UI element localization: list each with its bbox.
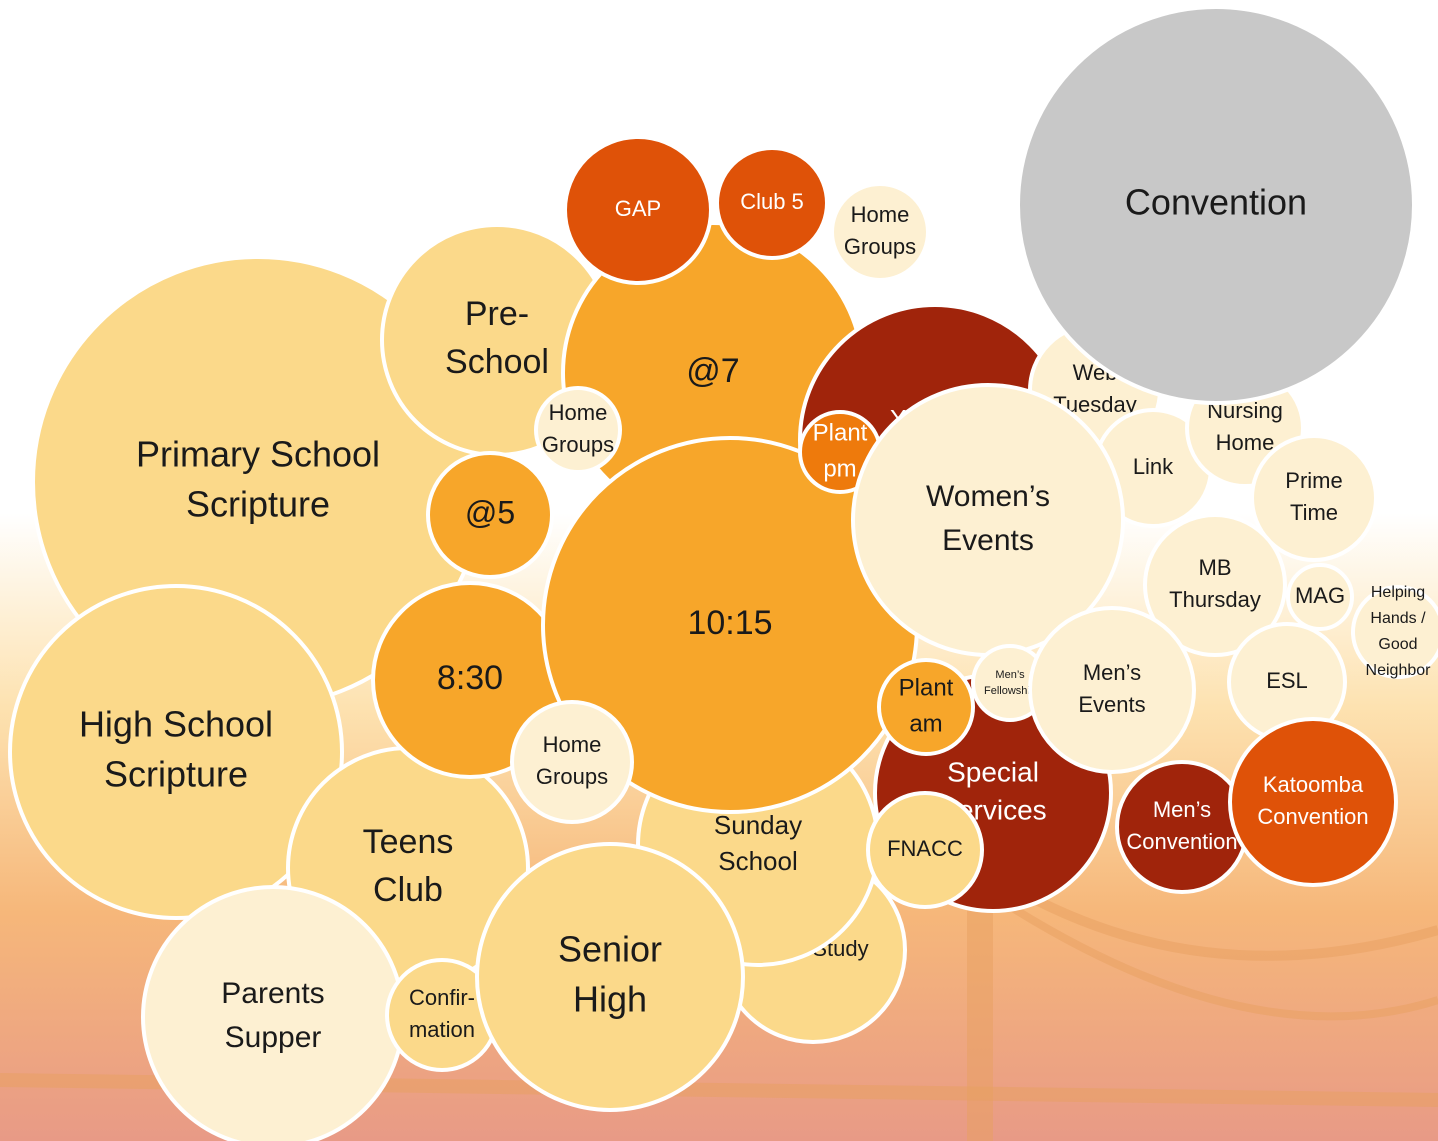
bubble-label: Home: [1216, 430, 1275, 455]
bubble-label: Prime: [1285, 468, 1342, 493]
bubble-label: @7: [686, 352, 739, 390]
bubble-circle: [1030, 608, 1194, 772]
bubble-label: Convention: [1257, 804, 1368, 829]
bubble-label: Parents: [221, 977, 324, 1010]
bubble-label: Good: [1378, 636, 1417, 653]
bubble-label: Plant: [899, 674, 954, 701]
bubble: Home Groups: [536, 388, 620, 472]
bubble-label: @5: [465, 494, 515, 530]
bubble-label: Club: [373, 871, 443, 909]
bubble-circle: [512, 702, 632, 822]
bubble: Home Groups: [832, 184, 928, 280]
bubble-label: Events: [1078, 692, 1145, 717]
bubble-label: Events: [942, 524, 1034, 557]
bubble: Convention: [1018, 7, 1414, 403]
bubble-label: School: [445, 343, 549, 381]
bubble: Club 5: [717, 148, 827, 258]
bubble-label: pm: [823, 455, 856, 482]
bubble: Helping Hands / Good Neighbor: [1353, 584, 1438, 679]
bubble: Senior High: [477, 844, 743, 1110]
bubble: MAG: [1288, 565, 1352, 629]
bubble-circle: [1117, 762, 1247, 892]
bubble-label: Neighbor: [1366, 662, 1432, 679]
bubble-label: Special: [947, 756, 1039, 787]
bubble: FNACC: [868, 793, 982, 907]
bubble: Men’s Convention: [1117, 762, 1247, 892]
bubble: Plant am: [879, 660, 973, 754]
bubble-label: Primary School: [136, 434, 380, 475]
bubble-label: Home: [851, 202, 910, 227]
bubble-diagram: Primary School Scripture High School Script…: [0, 0, 1438, 1141]
bubble-label: Teens: [363, 823, 454, 861]
bubble-label: Senior: [558, 929, 662, 970]
bubble-circle: [477, 844, 743, 1110]
bubble-label: 10:15: [687, 604, 772, 642]
bubble-label: School: [718, 846, 798, 876]
bubble-label: Women’s: [926, 480, 1050, 513]
bubble-label: Home: [543, 732, 602, 757]
bubble: Katoomba Convention: [1230, 719, 1396, 885]
bubble-circle: [1230, 719, 1396, 885]
bubble-label: Convention: [1126, 829, 1237, 854]
bubble-label: Home: [549, 400, 608, 425]
bubble-label: Thursday: [1169, 587, 1261, 612]
bubble-label: Confir-: [409, 985, 475, 1010]
bubble-label: Sunday: [714, 810, 802, 840]
bubble-label: Scripture: [104, 754, 248, 795]
bubble-label: High: [573, 979, 647, 1020]
bubble-label: am: [909, 710, 942, 737]
bubble-label: Pre-: [465, 295, 529, 333]
bubble-label: MAG: [1295, 583, 1345, 608]
bubble: GAP: [565, 137, 711, 283]
bubble-label: Men’s: [1153, 797, 1211, 822]
bubble-label: Katoomba: [1263, 772, 1364, 797]
bubble-label: Scripture: [186, 484, 330, 525]
bubble: Parents Supper: [143, 887, 403, 1141]
bubble-label: ESL: [1266, 668, 1308, 693]
bubble-label: Hands /: [1370, 610, 1426, 627]
bubble-label: Link: [1133, 454, 1174, 479]
bubble-label: Plant: [813, 419, 868, 446]
bubble-circle: [832, 184, 928, 280]
bubble-label: Helping: [1371, 584, 1425, 601]
bubble-label: mation: [409, 1017, 475, 1042]
page: Primary School Scripture High School Script…: [0, 0, 1438, 1141]
bubble: Men’s Events: [1030, 608, 1194, 772]
bubble-circle: [143, 887, 403, 1141]
bubble-label: Club 5: [740, 189, 804, 214]
bubble-label: GAP: [615, 196, 661, 221]
bubble: Home Groups: [512, 702, 632, 822]
bubble-label: Groups: [536, 764, 608, 789]
bubble-label: Groups: [844, 234, 916, 259]
bubble-label: High School: [79, 704, 273, 745]
bubble-label: 8:30: [437, 659, 503, 697]
bubble-label: Men’s: [995, 669, 1025, 681]
bubble-label: Groups: [542, 432, 614, 457]
bubble-label: Time: [1290, 500, 1338, 525]
bubble-label: Convention: [1125, 182, 1307, 223]
bubble-label: MB: [1199, 555, 1232, 580]
bubble-label: FNACC: [887, 836, 963, 861]
bubble: @5: [428, 453, 552, 577]
bubble-label: Men’s: [1083, 660, 1141, 685]
bubble-label: Supper: [225, 1021, 322, 1054]
